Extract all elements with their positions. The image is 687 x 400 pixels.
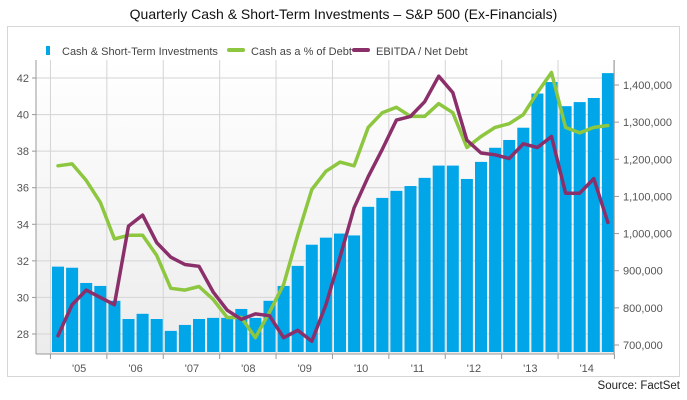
legend-swatch-cash — [46, 46, 50, 55]
bar-cash-2011Q3 — [418, 177, 431, 352]
legend-swatch-ebitda-net-debt — [352, 48, 370, 52]
bar-cash-2012Q4 — [489, 147, 502, 352]
x-tick-label: '12 — [467, 363, 481, 375]
bar-cash-2010Q4 — [376, 197, 389, 352]
left-tick-label: 34 — [17, 219, 29, 231]
left-tick-label: 38 — [17, 146, 29, 158]
right-tick-label: 1,400,000 — [623, 80, 672, 92]
bar-cash-2005Q2 — [66, 267, 79, 352]
bar-cash-2007Q1 — [164, 330, 177, 352]
x-tick-label: '13 — [523, 363, 537, 375]
right-tick-label: 900,000 — [623, 266, 663, 278]
x-tick-label: '10 — [354, 363, 368, 375]
x-tick-label: '08 — [241, 363, 255, 375]
legend: Cash & Short-Term Investments Cash as a … — [46, 46, 468, 58]
bar-cash-2010Q2 — [348, 235, 361, 352]
bar-cash-2013Q1 — [503, 139, 516, 352]
line-cash-pct-debt — [56, 70, 610, 340]
bar-cash-2006Q2 — [122, 319, 135, 352]
bar-cash-2014Q3 — [587, 98, 600, 352]
bar-cash-2011Q4 — [432, 165, 445, 352]
bar-cash-2006Q1 — [108, 300, 121, 352]
bar-cash-2014Q2 — [573, 102, 586, 352]
bar-cash-2009Q4 — [319, 237, 332, 352]
left-tick-label: 42 — [17, 73, 29, 85]
right-tick-label: 1,300,000 — [623, 117, 672, 129]
bar-cash-2008Q1 — [221, 317, 234, 352]
right-tick-label: 1,100,000 — [623, 191, 672, 203]
bar-cash-2012Q1 — [446, 165, 459, 352]
left-tick-label: 40 — [17, 110, 29, 122]
bar-cash-2014Q1 — [559, 106, 572, 353]
legend-label-ebitda-net-debt: EBITDA / Net Debt — [376, 46, 468, 58]
right-tick-label: 800,000 — [623, 303, 663, 315]
bar-cash-2012Q3 — [475, 161, 487, 352]
right-tick-label: 700,000 — [623, 340, 663, 352]
left-tick-label: 32 — [17, 256, 29, 268]
x-tick-label: '14 — [580, 363, 594, 375]
bar-cash-2010Q3 — [362, 206, 375, 352]
legend-label-cash-pct-debt: Cash as a % of Debt — [251, 46, 352, 58]
legend-swatch-cash-pct-debt — [227, 48, 245, 52]
x-tick-label: '07 — [185, 363, 199, 375]
bar-cash-2005Q1 — [52, 266, 64, 352]
bar-cash-2009Q3 — [305, 244, 318, 352]
bar-cash-2006Q3 — [136, 313, 149, 352]
lines — [56, 70, 610, 344]
right-tick-label: 1,200,000 — [623, 154, 672, 166]
bar-cash-2005Q3 — [80, 282, 93, 352]
right-tick-label: 1,000,000 — [623, 229, 672, 241]
bar-cash-2013Q2 — [517, 127, 530, 352]
legend-label-cash: Cash & Short-Term Investments — [62, 46, 218, 58]
bar-cash-2007Q3 — [193, 319, 205, 352]
x-tick-label: '09 — [298, 363, 312, 375]
bar-cash-2007Q4 — [207, 317, 220, 352]
bar-cash-2013Q3 — [531, 93, 544, 353]
left-tick-label: 28 — [17, 329, 29, 341]
bar-cash-2011Q1 — [390, 190, 403, 352]
bar-cash-2006Q4 — [150, 319, 163, 352]
bar-cash-2011Q2 — [404, 186, 417, 352]
axes: 28 30 32 34 36 38 40 42 '05 '06 '07 '08 '09 '10 '11 '12… — [17, 60, 672, 375]
bar-cash-2012Q2 — [460, 178, 473, 352]
x-tick-label: '05 — [72, 363, 86, 375]
bars-cash — [52, 73, 614, 353]
x-tick-label: '11 — [411, 363, 425, 375]
bar-cash-2014Q4 — [601, 73, 614, 352]
x-tick-label: '06 — [128, 363, 142, 375]
bar-cash-2013Q4 — [545, 82, 558, 353]
bar-cash-2007Q2 — [178, 324, 191, 352]
line-ebitda-net-debt — [56, 74, 610, 344]
left-tick-label: 36 — [17, 183, 29, 195]
bar-cash-2005Q4 — [94, 285, 107, 352]
left-tick-label: 30 — [17, 292, 29, 304]
chart-title: Quarterly Cash & Short-Term Investments … — [129, 6, 558, 22]
bar-cash-2009Q2 — [291, 265, 304, 352]
source-note: Source: FactSet — [597, 380, 680, 392]
